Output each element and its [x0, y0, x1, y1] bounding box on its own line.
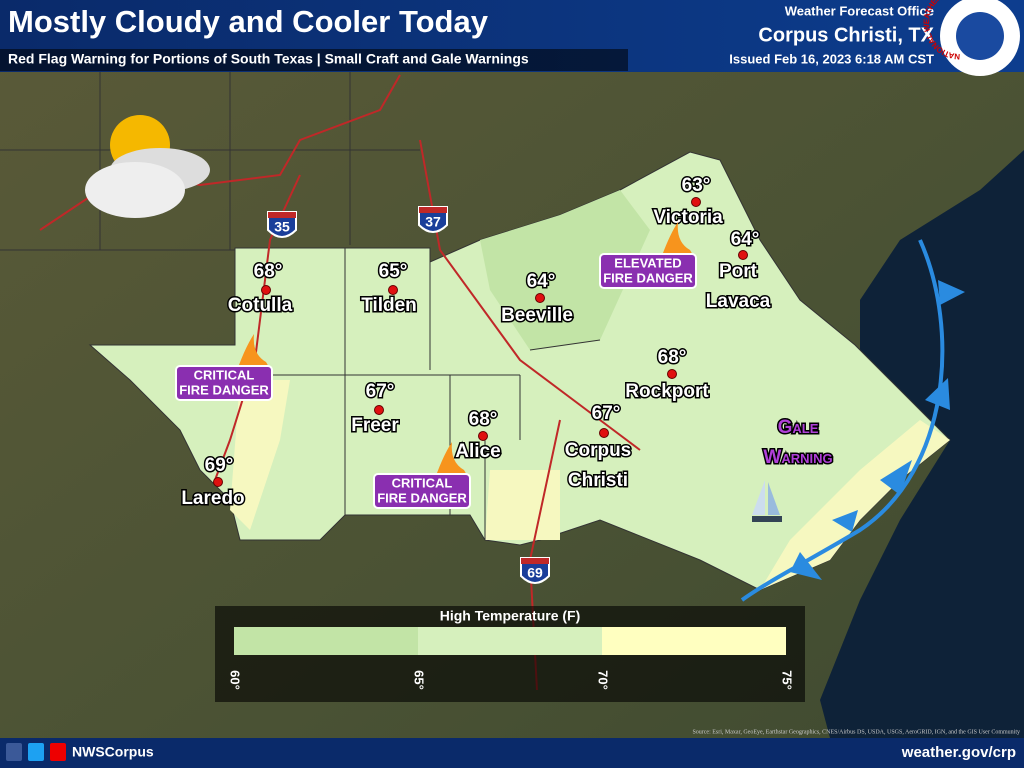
city-temp: 64°	[731, 229, 760, 250]
city-dot	[599, 428, 609, 438]
city-temp: 69°	[205, 455, 234, 476]
legend-tick: 60°	[228, 670, 243, 690]
shield-top	[521, 558, 549, 564]
city-name: Lavaca	[706, 291, 771, 312]
cold-front	[740, 239, 945, 602]
city-name: Alice	[455, 441, 500, 462]
gulf	[820, 150, 1024, 738]
cool-zone	[480, 190, 650, 350]
shield-top	[268, 212, 296, 218]
hazard-badge	[599, 253, 697, 289]
city-dot	[738, 250, 748, 260]
city-temp: 67°	[366, 381, 395, 402]
city-temp: 63°	[682, 175, 711, 196]
weather-icon	[85, 115, 210, 218]
hazard-text: CRITICAL	[194, 367, 255, 382]
city-dot	[691, 197, 701, 207]
footer-bar	[0, 738, 1024, 768]
city-dot	[535, 293, 545, 303]
highway-number: 69	[527, 565, 543, 581]
office: Weather Forecast Office	[785, 3, 934, 18]
youtube-icon[interactable]	[50, 743, 66, 761]
gale-text: Gale	[778, 417, 819, 438]
city-temp: 65°	[379, 261, 408, 282]
hazard-text: ELEVATED	[614, 255, 681, 270]
highway-number: 37	[425, 214, 441, 230]
hazard-badge	[373, 473, 471, 509]
hazard-text: FIRE DANGER	[377, 490, 467, 505]
city-name: Freer	[351, 415, 399, 436]
city-name: Cotulla	[228, 295, 293, 316]
legend-tick: 70°	[596, 670, 611, 690]
city-name: Tilden	[361, 295, 417, 316]
legend-swatch	[602, 627, 786, 655]
logo-center	[956, 12, 1004, 60]
city-dot	[478, 431, 488, 441]
city-dot	[261, 285, 271, 295]
highway-number: 35	[274, 219, 290, 235]
forecast-area	[88, 151, 951, 591]
city-name: Port	[719, 261, 758, 282]
city-name: Corpus	[565, 440, 632, 461]
front-triangles	[790, 280, 965, 580]
subtitle: Red Flag Warning for Portions of South T…	[8, 51, 529, 67]
hazard-text: CRITICAL	[392, 475, 453, 490]
city-dot	[213, 477, 223, 487]
county-lines	[0, 70, 601, 540]
hazard-text: FIRE DANGER	[603, 270, 693, 285]
city-temp: 68°	[469, 409, 498, 430]
city-dot	[667, 369, 677, 379]
social-handle[interactable]: NWSCorpus	[72, 744, 154, 760]
legend-tick: 65°	[412, 670, 427, 690]
title: Mostly Cloudy and Cooler Today	[8, 4, 489, 39]
issued: Issued Feb 16, 2023 6:18 AM CST	[729, 51, 934, 66]
highway-shield	[520, 557, 550, 584]
city-temp: 68°	[658, 347, 687, 368]
city-name: Victoria	[653, 207, 723, 228]
twitter-icon[interactable]	[28, 743, 44, 761]
city-temp: 68°	[254, 261, 283, 282]
source: Source: Esri, Maxar, GeoEye, Earthstar G…	[692, 729, 1020, 735]
legend-swatch	[418, 627, 602, 655]
gale-text: Warning	[763, 447, 832, 468]
shield-top	[419, 207, 447, 213]
city-temp: 67°	[592, 403, 621, 424]
highway-shield	[267, 211, 297, 238]
city-name: Beeville	[501, 305, 573, 326]
location: Corpus Christi, TX	[758, 24, 934, 46]
legend-tick: 75°	[780, 670, 795, 690]
website[interactable]: weather.gov/crp	[901, 744, 1016, 761]
legend-swatch	[234, 627, 418, 655]
city-temp: 64°	[527, 271, 556, 292]
highway-shield	[418, 206, 448, 233]
hazard-badge	[175, 365, 273, 401]
city-dot	[374, 405, 384, 415]
hazard-text: FIRE DANGER	[179, 382, 269, 397]
city-name: Christi	[568, 470, 628, 491]
subtitle-bg	[0, 49, 628, 71]
city-dot	[388, 285, 398, 295]
legend-title: High Temperature (F)	[440, 608, 581, 624]
facebook-icon[interactable]	[6, 743, 22, 761]
city-name: Rockport	[625, 381, 709, 402]
boat-icon	[752, 480, 782, 522]
city-name: Laredo	[181, 488, 244, 509]
